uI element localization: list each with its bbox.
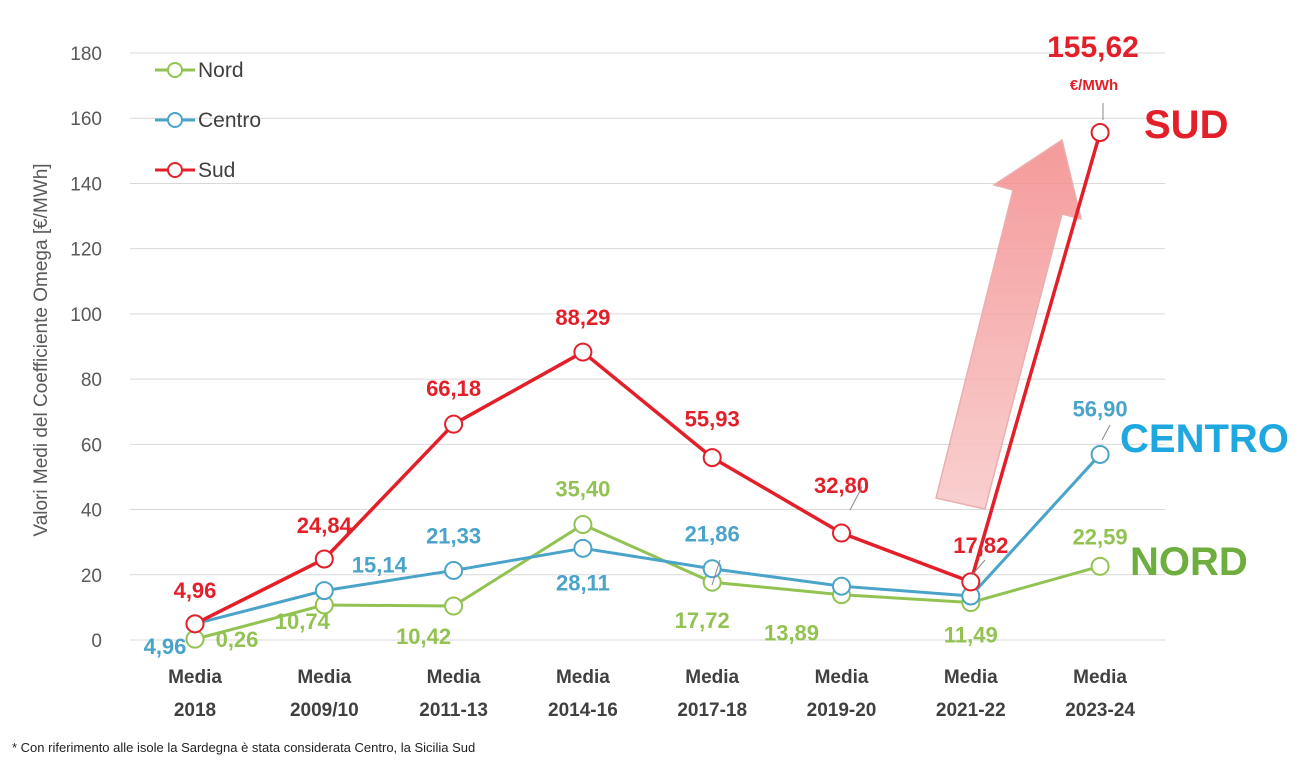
marker-sud — [444, 414, 464, 434]
x-category-label: 2018 — [174, 700, 216, 721]
data-label-sud: 4,96 — [174, 578, 217, 603]
x-category-label: 2009/10 — [290, 700, 359, 721]
x-category-label: Media — [297, 667, 351, 688]
legend: Nord Centro Sud — [155, 59, 261, 182]
marker-nord — [1090, 556, 1110, 576]
data-label-nord: 11,49 — [944, 623, 998, 648]
region-label-centro: CENTRO — [1120, 417, 1289, 461]
data-label-centro: 28,11 — [556, 570, 610, 595]
y-axis-label: Valori Medi del Coefficiente Omega [€/MW… — [31, 163, 52, 536]
x-category-label: 2023-24 — [1065, 700, 1135, 721]
marker-sud — [1090, 123, 1110, 143]
data-label-centro: 4,96 — [144, 634, 187, 659]
marker-sud — [702, 448, 722, 468]
legend-label-centro: Centro — [198, 109, 261, 132]
marker-centro — [1090, 444, 1110, 464]
x-category-label: 2017-18 — [677, 700, 747, 721]
data-label-nord: 10,74 — [275, 609, 331, 634]
y-axis-ticks: 0 20 40 60 80 100 120 140 160 180 — [70, 44, 102, 652]
data-label-centro: 56,90 — [1073, 396, 1128, 421]
marker-sud — [573, 342, 593, 362]
sud-peak-value: 155,62 — [1047, 31, 1139, 64]
data-label-centro: 21,33 — [426, 523, 481, 548]
series-markers — [185, 123, 1110, 649]
marker-centro — [444, 560, 464, 580]
y-tick-label: 180 — [70, 44, 102, 65]
x-category-label: 2021-22 — [936, 700, 1006, 721]
x-category-label: 2011-13 — [419, 700, 488, 721]
legend-label-nord: Nord — [198, 59, 244, 82]
marker-nord — [573, 515, 593, 535]
series-line-centro — [194, 453, 1102, 626]
series-lines — [194, 132, 1102, 641]
marker-centro — [573, 538, 593, 558]
leader-line-sud-2021-22 — [971, 559, 986, 576]
data-label-centro: 15,14 — [352, 553, 408, 578]
legend-marker-centro — [167, 112, 183, 128]
unit-label: €/MWh — [1070, 77, 1118, 94]
x-category-label: Media — [168, 667, 222, 688]
y-tick-label: 60 — [81, 435, 102, 456]
legend-marker-sud — [167, 162, 183, 178]
x-category-label: Media — [815, 667, 869, 688]
y-tick-label: 160 — [70, 109, 102, 130]
region-label-sud: SUD — [1144, 103, 1228, 147]
marker-centro — [314, 581, 334, 601]
region-label-nord: NORD — [1130, 540, 1248, 584]
marker-sud — [314, 549, 334, 569]
x-category-label: 2014-16 — [548, 700, 618, 721]
leader-line-sud-2019-20 — [849, 486, 863, 511]
data-label-sud: 24,84 — [297, 513, 353, 538]
data-label-sud: 66,18 — [426, 376, 481, 401]
y-tick-label: 40 — [81, 501, 102, 522]
data-label-nord: 13,89 — [764, 621, 819, 646]
leader-line-centro-2023-24 — [1101, 424, 1111, 441]
gridlines — [130, 52, 1165, 641]
leader-line-nord-2017-18 — [711, 559, 721, 586]
x-category-label: 2019-20 — [807, 700, 877, 721]
legend-label-sud: Sud — [198, 159, 235, 182]
x-axis-categories: Media 2018 Media 2009/10 Media 2011-13 Media 20… — [168, 667, 1135, 721]
data-label-sud: 55,93 — [685, 407, 740, 432]
marker-nord — [444, 596, 464, 616]
data-label-nord: 17,72 — [675, 608, 730, 633]
y-tick-label: 80 — [81, 370, 102, 391]
marker-sud — [832, 523, 851, 543]
trend-arrow-icon — [935, 138, 1083, 510]
data-label-nord: 10,42 — [396, 624, 451, 649]
y-tick-label: 120 — [70, 240, 102, 261]
data-label-nord: 35,40 — [555, 477, 610, 502]
series-line-sud — [194, 132, 1102, 626]
marker-centro — [702, 559, 722, 579]
y-tick-label: 0 — [91, 631, 102, 652]
x-category-label: Media — [685, 667, 739, 688]
series-line-nord — [194, 523, 1101, 641]
data-label-nord: 0,26 — [216, 627, 259, 652]
footnote: * Con riferimento alle isole la Sardegna… — [12, 740, 475, 755]
data-label-centro: 21,86 — [685, 522, 740, 547]
data-label-nord: 22,59 — [1073, 524, 1128, 549]
y-tick-label: 100 — [70, 305, 102, 326]
data-labels: 0,26 10,74 10,42 35,40 17,72 13,89 11,49 22,59 4… — [144, 305, 1128, 659]
x-category-label: Media — [427, 667, 481, 688]
y-tick-label: 140 — [70, 174, 102, 195]
marker-sud — [185, 614, 205, 634]
data-label-sud: 88,29 — [555, 305, 610, 330]
legend-marker-nord — [167, 62, 183, 78]
marker-centro — [832, 576, 851, 596]
y-tick-label: 20 — [81, 566, 102, 587]
x-category-label: Media — [944, 667, 998, 688]
x-category-label: Media — [1073, 667, 1127, 688]
x-category-label: Media — [556, 667, 610, 688]
marker-sud — [961, 572, 981, 592]
data-label-sud: 17,82 — [953, 533, 1008, 558]
data-label-sud: 32,80 — [814, 473, 869, 498]
